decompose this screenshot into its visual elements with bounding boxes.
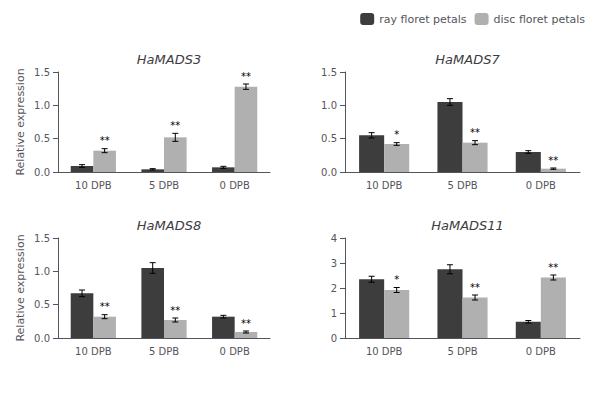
svg-text:Relative expression: Relative expression <box>14 234 27 341</box>
svg-text:10 DPB: 10 DPB <box>75 180 112 191</box>
svg-text:5 DPB: 5 DPB <box>149 346 179 357</box>
svg-text:0 DPB: 0 DPB <box>526 346 556 357</box>
svg-text:**: ** <box>241 71 251 82</box>
svg-text:3: 3 <box>331 258 337 269</box>
svg-text:**: ** <box>548 262 558 273</box>
svg-text:**: ** <box>170 120 180 131</box>
svg-text:HaMADS11: HaMADS11 <box>431 218 504 233</box>
svg-text:0.5: 0.5 <box>34 299 50 310</box>
svg-text:0.0: 0.0 <box>321 167 337 178</box>
svg-text:5 DPB: 5 DPB <box>149 180 179 191</box>
svg-text:Relative expression: Relative expression <box>14 68 27 175</box>
svg-text:10 DPB: 10 DPB <box>366 180 403 191</box>
svg-text:**: ** <box>100 135 110 146</box>
svg-text:10 DPB: 10 DPB <box>366 346 403 357</box>
svg-text:0.5: 0.5 <box>321 133 337 144</box>
svg-text:0.5: 0.5 <box>34 133 50 144</box>
svg-text:2: 2 <box>331 283 337 294</box>
svg-text:0 DPB: 0 DPB <box>220 346 250 357</box>
svg-text:1.5: 1.5 <box>321 67 337 78</box>
svg-text:ray floret petals: ray floret petals <box>379 13 467 26</box>
svg-text:5 DPB: 5 DPB <box>447 180 477 191</box>
svg-text:HaMADS3: HaMADS3 <box>137 52 201 67</box>
svg-text:0.0: 0.0 <box>34 333 50 344</box>
svg-text:0.0: 0.0 <box>34 167 50 178</box>
svg-text:**: ** <box>548 155 558 166</box>
svg-text:1: 1 <box>331 308 337 319</box>
svg-text:**: ** <box>100 301 110 312</box>
svg-text:1.0: 1.0 <box>34 266 50 277</box>
svg-text:1.5: 1.5 <box>34 233 50 244</box>
svg-text:10 DPB: 10 DPB <box>75 346 112 357</box>
svg-text:**: ** <box>241 318 251 329</box>
svg-text:*: * <box>394 274 399 285</box>
svg-text:**: ** <box>170 305 180 316</box>
svg-text:**: ** <box>470 127 480 138</box>
svg-text:0 DPB: 0 DPB <box>220 180 250 191</box>
svg-text:0: 0 <box>331 333 337 344</box>
svg-text:disc floret petals: disc floret petals <box>494 13 586 26</box>
svg-text:1.0: 1.0 <box>34 100 50 111</box>
svg-text:1.0: 1.0 <box>321 100 337 111</box>
svg-text:5 DPB: 5 DPB <box>447 346 477 357</box>
svg-text:HaMADS8: HaMADS8 <box>137 218 201 233</box>
svg-text:HaMADS7: HaMADS7 <box>435 52 500 67</box>
svg-text:*: * <box>394 129 399 140</box>
svg-text:0 DPB: 0 DPB <box>526 180 556 191</box>
svg-text:1.5: 1.5 <box>34 67 50 78</box>
svg-text:4: 4 <box>331 233 337 244</box>
svg-text:**: ** <box>470 282 480 293</box>
